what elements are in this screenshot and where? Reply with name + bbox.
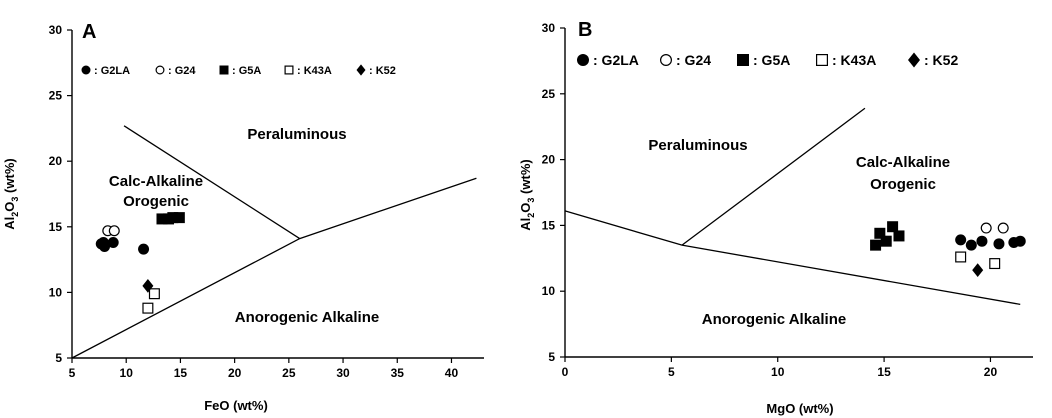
data-point [887, 221, 899, 233]
data-point [874, 227, 886, 239]
x-tick-label: 10 [771, 365, 785, 379]
legend-marker [284, 65, 294, 75]
panel-label: B [578, 19, 592, 41]
legend-marker [81, 65, 91, 75]
data-point [976, 235, 988, 247]
boundary-line [681, 107, 866, 246]
y-tick-label: 5 [548, 350, 555, 364]
legend-label: : K52 [924, 52, 958, 68]
y-tick-label: 30 [49, 23, 63, 37]
region-label: Peraluminous [247, 126, 346, 143]
panel-a: 5 10 15 20 25 30 35 40 5 10 15 20 25 30 FeO (wt%) Al2O3… [2, 21, 484, 413]
boundary-line [123, 125, 301, 240]
data-point [993, 238, 1005, 250]
x-tick-label: 10 [120, 366, 134, 380]
region-label: Orogenic [123, 193, 189, 210]
data-point [156, 213, 168, 225]
panel-label: A [82, 21, 96, 43]
legend-marker [737, 54, 749, 66]
x-tick-label: 15 [174, 366, 188, 380]
x-tick-label: 5 [668, 365, 675, 379]
data-point [142, 278, 154, 293]
data-point [148, 288, 160, 300]
y-tick-label: 20 [49, 154, 63, 168]
data-point [138, 243, 150, 255]
data-point [965, 239, 977, 251]
data-point [989, 258, 1001, 270]
region-label: Orogenic [870, 176, 936, 193]
x-axis-label: MgO (wt%) [766, 401, 833, 416]
boundary-line [564, 210, 1021, 306]
y-tick-label: 5 [55, 351, 62, 365]
data-point [955, 234, 967, 246]
legend-label: : G24 [676, 52, 711, 68]
x-tick-label: 20 [228, 366, 242, 380]
y-tick-label: 15 [49, 220, 63, 234]
legend-marker [908, 52, 920, 68]
legend-label: : K52 [369, 65, 396, 77]
legend-label: : G5A [232, 65, 261, 77]
y-tick-label: 20 [542, 153, 556, 167]
data-point [108, 225, 120, 237]
x-tick-label: 20 [984, 365, 998, 379]
legend-marker [577, 54, 589, 66]
y-tick-label: 15 [542, 218, 556, 232]
legend-marker [155, 65, 165, 75]
legend-label: : K43A [297, 65, 332, 77]
region-label: Calc-Alkaline [109, 173, 203, 190]
data-point [107, 237, 119, 249]
y-axis-label: Al2O3 (wt%) [518, 159, 536, 230]
legend-label: : G24 [168, 65, 196, 77]
legend-marker [356, 64, 366, 76]
y-axis-label: Al2O3 (wt%) [2, 158, 20, 229]
x-tick-label: 35 [391, 366, 405, 380]
x-tick-label: 30 [336, 366, 350, 380]
region-label: Anorogenic Alkaline [702, 311, 846, 328]
x-tick-label: 15 [877, 365, 891, 379]
region-label: Anorogenic Alkaline [235, 309, 379, 326]
data-point [972, 263, 984, 278]
legend-marker [815, 53, 828, 66]
legend-label: : K43A [832, 52, 876, 68]
region-label: Peraluminous [648, 137, 747, 154]
data-point [955, 251, 967, 263]
data-point [1014, 235, 1026, 247]
data-point [142, 302, 154, 314]
data-point [997, 222, 1009, 234]
x-tick-label: 0 [562, 365, 569, 379]
x-tick-label: 5 [69, 366, 76, 380]
legend-marker [659, 53, 672, 66]
y-tick-label: 30 [542, 21, 556, 35]
x-tick-label: 40 [445, 366, 459, 380]
legend-marker [219, 65, 229, 75]
data-point [880, 235, 892, 247]
legend-label: : G2LA [593, 52, 639, 68]
data-point [167, 212, 179, 224]
y-tick-label: 10 [49, 285, 63, 299]
x-tick-label: 25 [282, 366, 296, 380]
data-point [97, 237, 109, 249]
legend-label: : G2LA [94, 65, 130, 77]
legend-label: : G5A [753, 52, 790, 68]
data-point [980, 222, 992, 234]
y-tick-label: 25 [542, 87, 556, 101]
y-tick-label: 10 [542, 284, 556, 298]
y-tick-label: 25 [49, 89, 63, 103]
boundary-line [71, 177, 477, 359]
region-label: Calc-Alkaline [856, 154, 950, 171]
x-axis-label: FeO (wt%) [204, 398, 268, 413]
data-point [893, 230, 905, 242]
data-point [870, 239, 882, 251]
data-point [173, 212, 185, 224]
